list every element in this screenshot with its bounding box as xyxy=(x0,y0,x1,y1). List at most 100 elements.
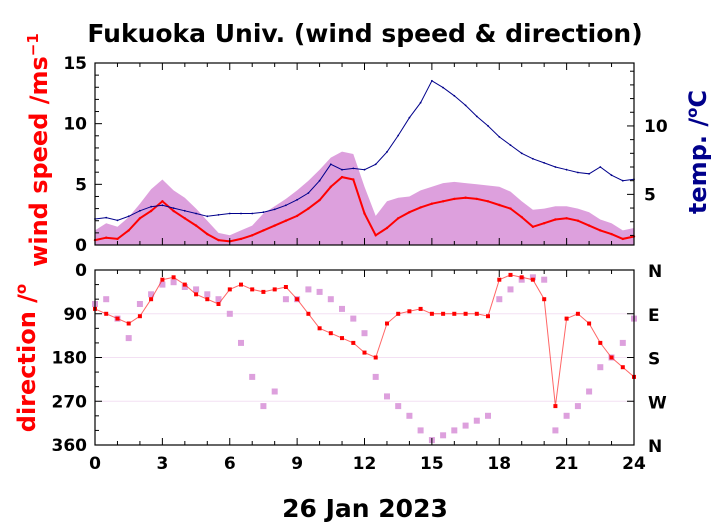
wind-speed-point xyxy=(239,237,243,241)
gust-direction-point xyxy=(238,339,244,346)
bottom-left-tick-label: 90 xyxy=(63,305,87,325)
wind-speed-point xyxy=(486,200,490,203)
chart-title: Fukuoka Univ. (wind speed & direction) xyxy=(87,19,642,48)
wind-speed-point xyxy=(329,185,332,188)
temperature-point xyxy=(475,115,478,118)
gust-direction-point xyxy=(305,286,312,293)
wind-speed-point xyxy=(363,212,366,215)
gust-direction-point xyxy=(619,339,626,346)
gust-direction-point xyxy=(586,388,593,395)
top-left-tick-label: 15 xyxy=(63,54,87,74)
gust-direction-point xyxy=(417,427,424,434)
wind-speed-point xyxy=(419,206,422,209)
temperature-point xyxy=(262,211,265,214)
temperature-point xyxy=(509,144,512,147)
temperature-point xyxy=(296,198,298,201)
temperature-point xyxy=(127,215,130,218)
wind-speed-point xyxy=(576,219,580,222)
temperature-point xyxy=(442,86,444,89)
temperature-point xyxy=(273,208,276,211)
top-left-tick-label: 5 xyxy=(75,175,87,195)
gust-direction-point xyxy=(193,286,200,293)
temperature-point xyxy=(588,172,590,175)
top-left-y-label: wind speed /ms−1 xyxy=(24,33,53,267)
wind-speed-point xyxy=(262,229,265,232)
temperature-point xyxy=(419,101,422,104)
wind-speed-point xyxy=(453,197,456,201)
wind-speed-point xyxy=(206,232,209,236)
temperature-point xyxy=(386,151,388,153)
wind-speed-point xyxy=(105,236,108,239)
temperature-point xyxy=(307,192,310,194)
temperature-point xyxy=(565,168,568,171)
wind-speed-point xyxy=(352,178,355,181)
temperature-point xyxy=(554,166,557,168)
x-tick-label: 0 xyxy=(89,454,101,474)
x-tick-label: 9 xyxy=(291,454,303,474)
temperature-point xyxy=(464,104,467,107)
temperature-point xyxy=(352,167,355,170)
gust-direction-point xyxy=(541,276,548,283)
gust-direction-point xyxy=(204,291,211,298)
bottom-left-tick-label: 360 xyxy=(52,436,88,456)
wind-speed-point xyxy=(340,175,344,179)
temperature-point xyxy=(240,212,242,215)
temperature-point xyxy=(543,162,546,164)
wind-speed-point xyxy=(307,207,310,210)
gust-direction-point xyxy=(507,286,514,293)
temperature-point xyxy=(431,79,433,82)
gust-direction-point xyxy=(249,373,256,380)
temperature-point xyxy=(329,163,332,166)
wind-speed-point xyxy=(116,237,119,241)
wind-speed-point xyxy=(565,217,568,220)
gust-direction-point xyxy=(485,412,491,419)
gust-direction-point xyxy=(384,393,390,400)
temperature-point xyxy=(599,166,602,168)
gust-direction-point xyxy=(350,315,357,322)
temperature-point xyxy=(408,116,411,119)
gust-direction-point xyxy=(518,276,525,283)
bottom-left-y-label: direction /o xyxy=(12,284,41,432)
temperature-point xyxy=(195,212,198,215)
compass-tick-label: N xyxy=(648,262,662,282)
wind-speed-point xyxy=(441,200,445,203)
gust-direction-point xyxy=(159,281,166,288)
wind-speed-point xyxy=(498,203,501,207)
gust-area xyxy=(95,151,634,245)
temperature-point xyxy=(453,94,456,97)
date-label: 26 Jan 2023 xyxy=(282,494,448,523)
gust-direction-point xyxy=(148,291,155,298)
wind-speed-point xyxy=(385,226,389,230)
gust-direction-point xyxy=(372,373,379,380)
compass-tick-label: W xyxy=(648,393,667,413)
gust-direction-point xyxy=(440,432,447,439)
wind-speed-point xyxy=(610,232,613,236)
wind-speed-point xyxy=(475,197,478,201)
gust-direction-point xyxy=(395,403,402,410)
gust-direction-point xyxy=(451,427,458,434)
gust-direction-point xyxy=(529,274,536,281)
temperature-point xyxy=(374,163,377,166)
wind-speed-point xyxy=(127,229,130,232)
wind-speed-point xyxy=(251,234,254,237)
gust-direction-point xyxy=(563,412,570,419)
wind-speed-point xyxy=(295,214,299,218)
gust-direction-point xyxy=(316,288,323,295)
wind-speed-point xyxy=(599,229,602,232)
gust-direction-point xyxy=(136,301,143,307)
temperature-point xyxy=(150,205,153,208)
temperature-point xyxy=(183,209,186,212)
gust-direction-point xyxy=(103,296,110,303)
x-tick-label: 12 xyxy=(353,454,377,474)
wind-speed-point xyxy=(621,237,624,241)
gust-direction-point xyxy=(125,335,132,342)
bottom-left-tick-label: 270 xyxy=(52,392,88,412)
gust-direction-point xyxy=(473,417,480,424)
wind-speed-point xyxy=(183,217,186,220)
top-right-y-label: temp. /oC xyxy=(683,90,712,214)
x-tick-label: 6 xyxy=(224,454,236,474)
gust-direction-point xyxy=(406,412,413,419)
wind-direction-trace xyxy=(94,274,635,407)
wind-speed-point xyxy=(408,211,411,214)
